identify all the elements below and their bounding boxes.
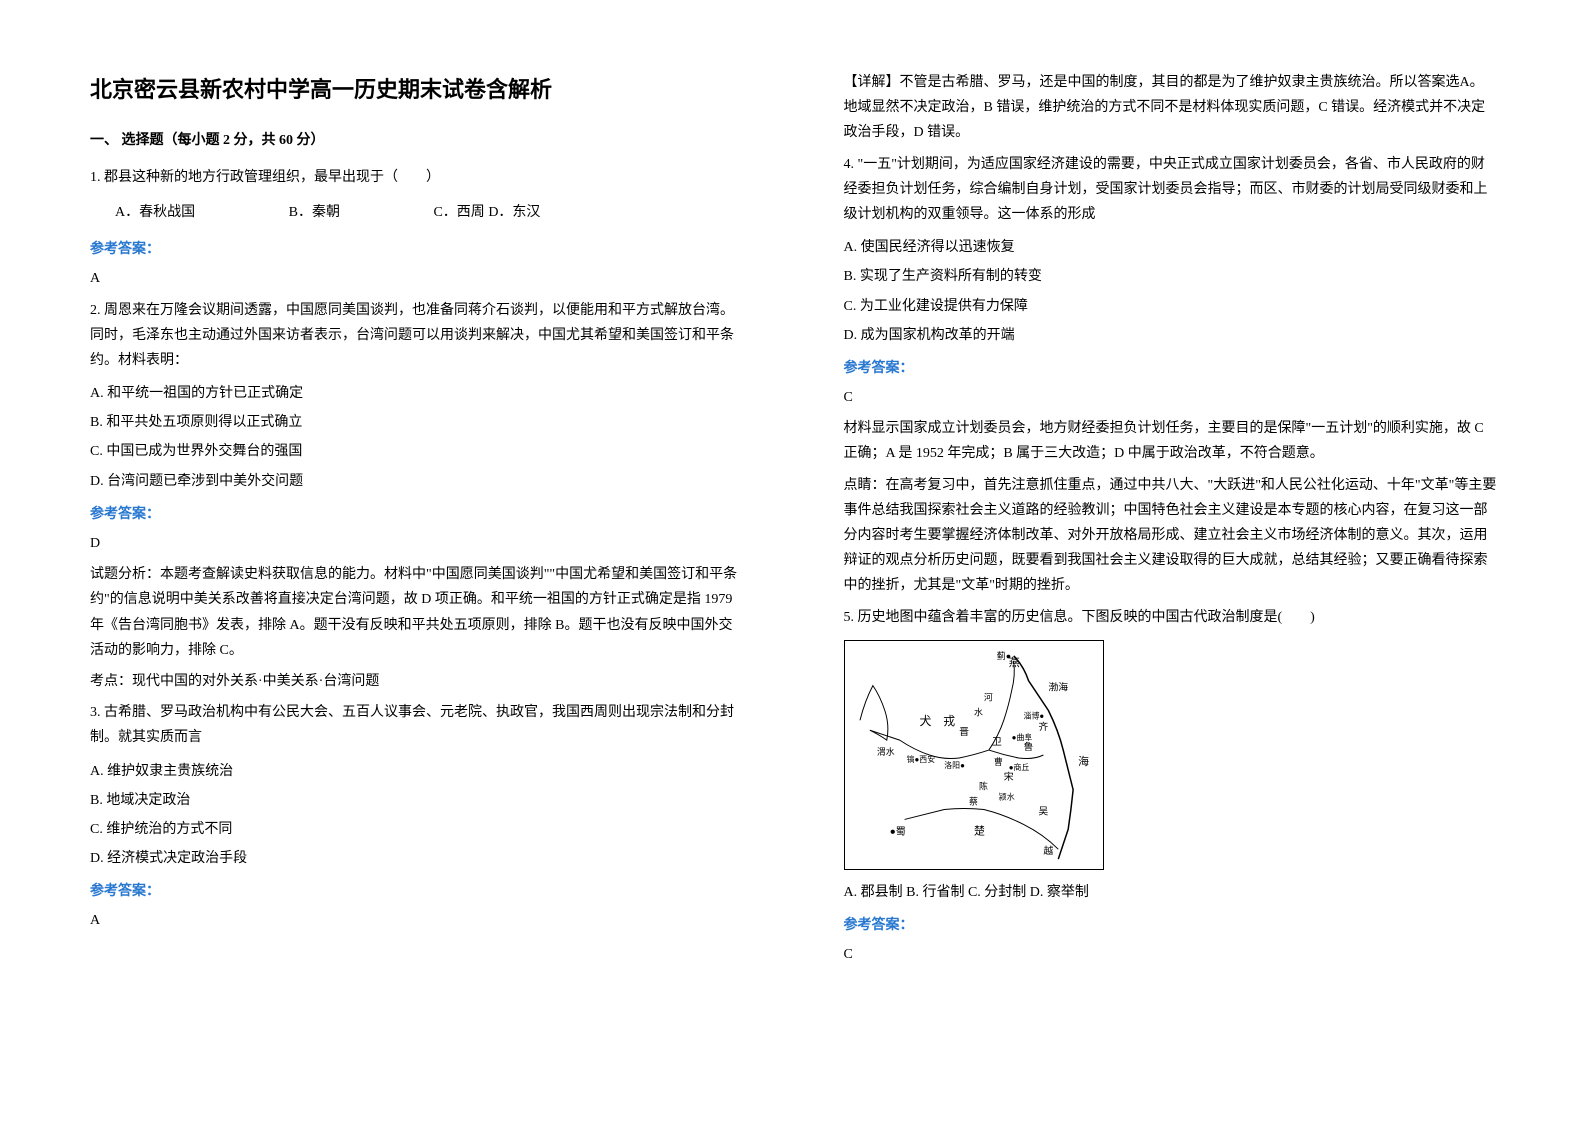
question-4: 4. "一五"计划期间，为适应国家经济建设的需要，中央正式成立国家计划委员会，各… (844, 152, 1498, 228)
question-5: 5. 历史地图中蕴含着丰富的历史信息。下图反映的中国古代政治制度是( ) (844, 605, 1498, 630)
left-column: 北京密云县新农村中学高一历史期末试卷含解析 一、 选择题（每小题 2 分，共 6… (0, 0, 794, 1122)
map-label-yingshui: 颍水 (998, 791, 1014, 801)
q1-choice-d: D．东汉 (488, 200, 540, 225)
section-header: 一、 选择题（每小题 2 分，共 60 分） (90, 128, 744, 153)
map-label-he: 河 (983, 691, 992, 702)
map-label-ji: 蓟● (996, 650, 1010, 661)
q5-choices: A. 郡县制 B. 行省制 C. 分封制 D. 察举制 (844, 880, 1498, 905)
q4-answer: C (844, 385, 1498, 410)
map-label-zibo: 淄博● (1023, 710, 1044, 720)
q2-analysis-1: 试题分析：本题考查解读史料获取信息的能力。材料中"中国愿同美国谈判""中国尤希望… (90, 562, 744, 663)
map-label-luoyang: 洛阳● (944, 760, 965, 770)
q4-choice-c: C. 为工业化建设提供有力保障 (844, 294, 1498, 319)
map-label-yue: 越 (1043, 844, 1053, 857)
q1-answer-label: 参考答案： (90, 237, 744, 262)
q2-choice-b: B. 和平共处五项原则得以正式确立 (90, 410, 744, 435)
map-label-bohai: 渤海 (1048, 680, 1068, 693)
map-label-wu: 吴 (1038, 805, 1048, 817)
map-label-weishui: 渭水 (876, 746, 894, 757)
map-label-qi: 齐 (1038, 720, 1048, 733)
q4-answer-label: 参考答案： (844, 356, 1498, 381)
history-map: 燕 蓟● 犬 戎 晋 卫 齐 淄博● 鲁 ●曲阜 曹 宋 ●商丘 陈 蔡 楚 吴… (844, 640, 1104, 870)
q4-analysis-1: 材料显示国家成立计划委员会，地方财经委担负计划任务，主要目的是保障"一五计划"的… (844, 416, 1498, 466)
q1-answer: A (90, 266, 744, 291)
question-1: 1. 郡县这种新的地方行政管理组织，最早出现于（ ） (90, 165, 744, 190)
q2-choice-d: D. 台湾问题已牵涉到中美外交问题 (90, 469, 744, 494)
map-label-qufu: ●曲阜 (1011, 732, 1032, 742)
map-label-shu: ●蜀 (889, 825, 905, 837)
map-label-cai: 蔡 (969, 795, 978, 806)
q2-analysis-2: 考点：现代中国的对外关系·中美关系·台湾问题 (90, 669, 744, 694)
map-label-quanrong: 犬 戎 (919, 714, 955, 728)
q4-choice-b: B. 实现了生产资料所有制的转变 (844, 264, 1498, 289)
q3-choice-a: A. 维护奴隶主贵族统治 (90, 759, 744, 784)
q2-answer-label: 参考答案： (90, 502, 744, 527)
q1-choice-b: B．秦朝 (289, 200, 340, 225)
map-label-chu: 楚 (974, 823, 985, 837)
map-label-jin: 晋 (959, 726, 969, 738)
question-3: 3. 古希腊、罗马政治机构中有公民大会、五百人议事会、元老院、执政官，我国西周则… (90, 700, 744, 750)
q2-choice-a: A. 和平统一祖国的方针已正式确定 (90, 381, 744, 406)
q4-choice-a: A. 使国民经济得以迅速恢复 (844, 235, 1498, 260)
q2-choice-c: C. 中国已成为世界外交舞台的强国 (90, 439, 744, 464)
q3-answer: A (90, 908, 744, 933)
q3-choice-b: B. 地域决定政治 (90, 788, 744, 813)
q1-choices: A．春秋战国 B．秦朝 C．西周 D．东汉 (115, 200, 744, 225)
q2-answer: D (90, 531, 744, 556)
map-svg: 燕 蓟● 犬 戎 晋 卫 齐 淄博● 鲁 ●曲阜 曹 宋 ●商丘 陈 蔡 楚 吴… (845, 641, 1103, 869)
map-label-cao: 曹 (993, 756, 1002, 767)
map-label-hai: 海 (1078, 754, 1089, 768)
map-label-xian: 镐●西安 (906, 754, 935, 764)
map-label-wei: 卫 (991, 737, 1001, 748)
map-west-shape (860, 685, 888, 740)
q5-answer-label: 参考答案： (844, 913, 1498, 938)
q4-analysis-2: 点睛：在高考复习中，首先注意抓住重点，通过中共八大、"大跃进"和人民公社化运动、… (844, 473, 1498, 599)
map-label-chen: 陈 (978, 780, 987, 791)
q5-answer: C (844, 942, 1498, 967)
q3-answer-label: 参考答案： (90, 879, 744, 904)
q3-analysis: 【详解】不管是古希腊、罗马，还是中国的制度，其目的都是为了维护奴隶主贵族统治。所… (844, 70, 1498, 146)
q1-choice-c: C．西周 (433, 200, 484, 225)
map-label-shui: 水 (974, 706, 983, 717)
q4-choice-d: D. 成为国家机构改革的开端 (844, 323, 1498, 348)
question-2: 2. 周恩来在万隆会议期间透露，中国愿同美国谈判，也准备同蒋介石谈判，以便能用和… (90, 298, 744, 374)
right-column: 【详解】不管是古希腊、罗马，还是中国的制度，其目的都是为了维护奴隶主贵族统治。所… (794, 0, 1587, 1122)
exam-title: 北京密云县新农村中学高一历史期末试卷含解析 (90, 70, 744, 110)
map-label-shangqiu: ●商丘 (1008, 762, 1029, 772)
q3-choice-c: C. 维护统治的方式不同 (90, 817, 744, 842)
q1-choice-a: A．春秋战国 (115, 200, 195, 225)
q3-choice-d: D. 经济模式决定政治手段 (90, 846, 744, 871)
